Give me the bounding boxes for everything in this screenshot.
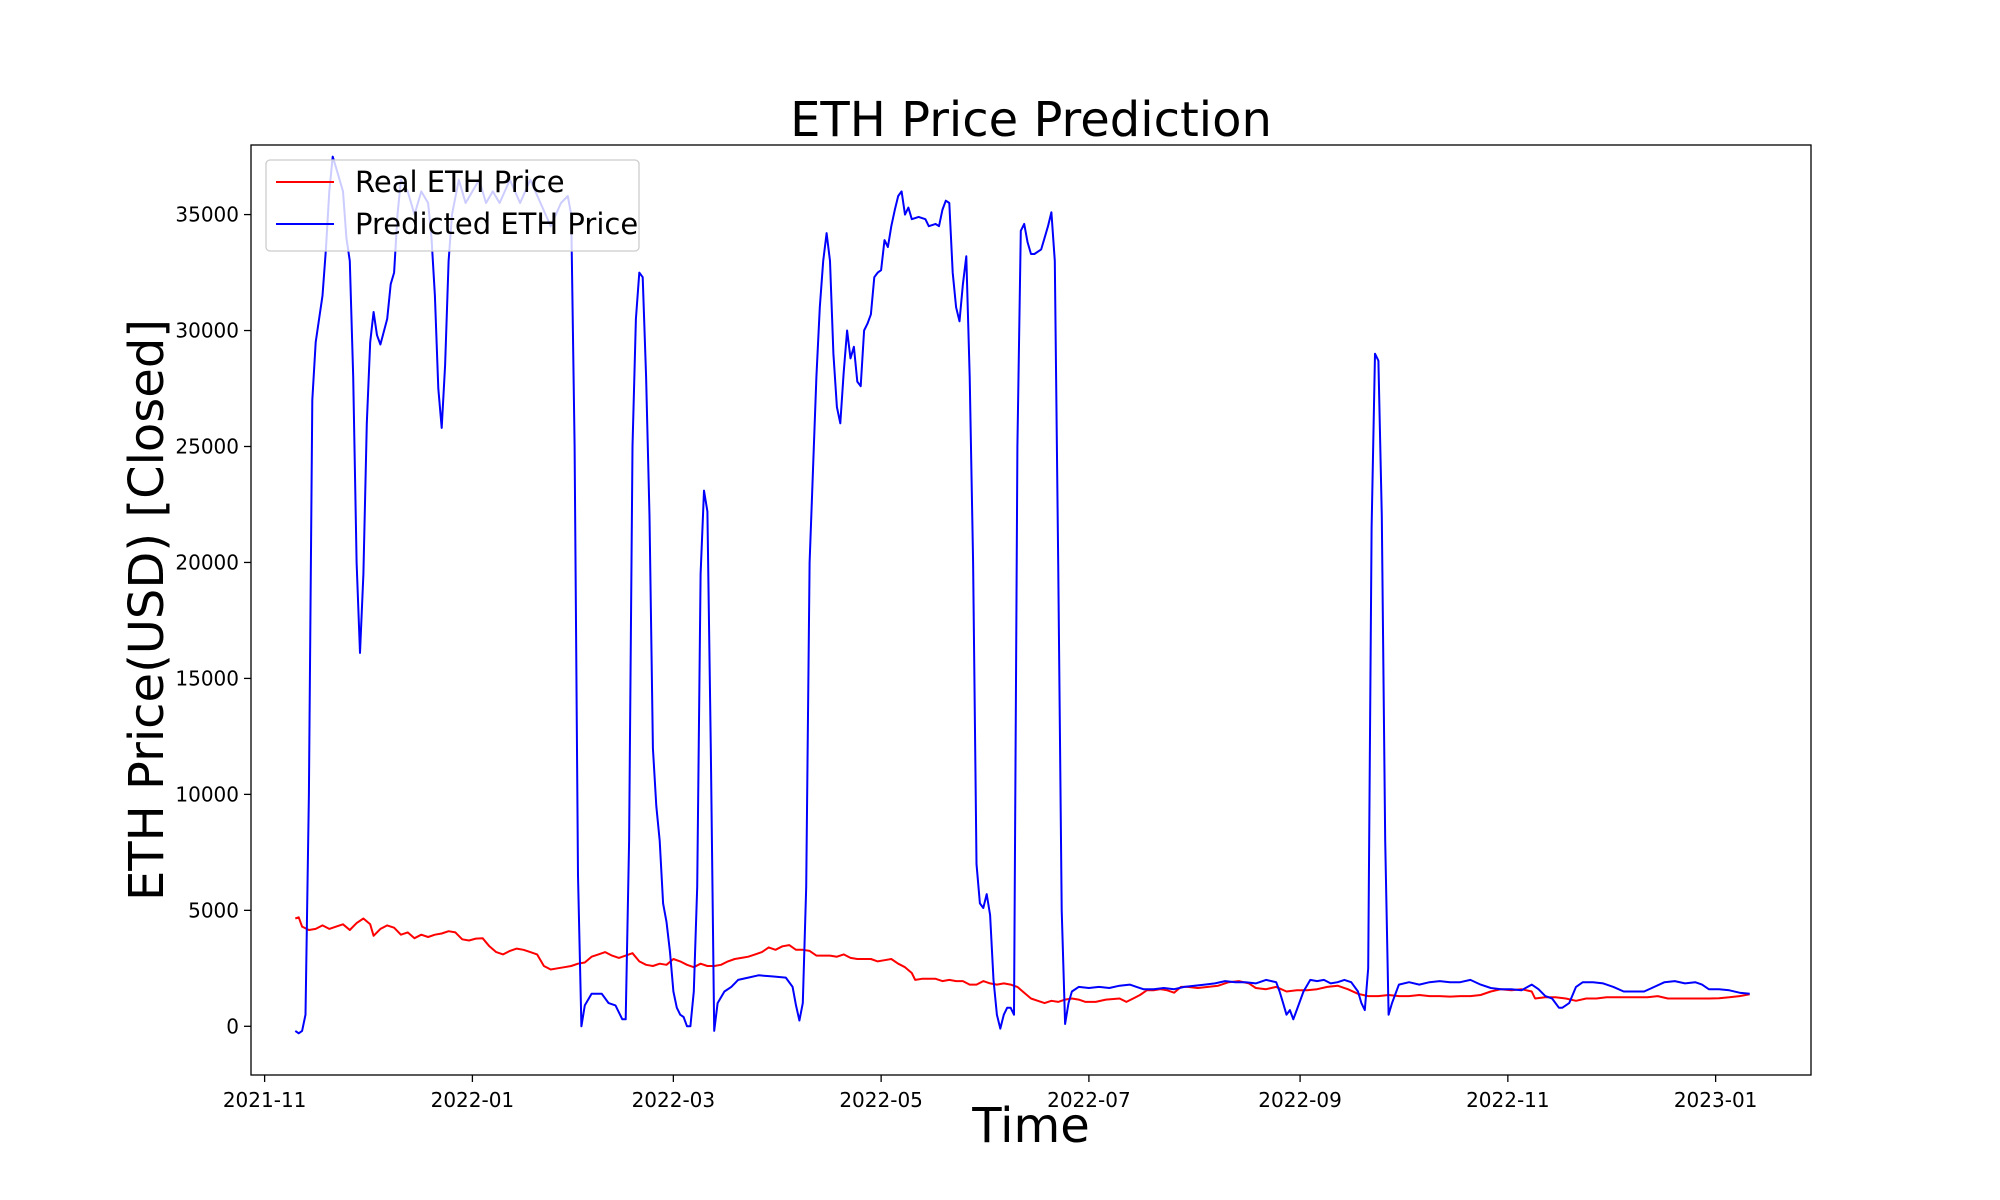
x-axis-label: Time [971, 1098, 1089, 1154]
y-tick-label: 15000 [175, 666, 239, 690]
legend: Real ETH Price Predicted ETH Price [265, 159, 640, 252]
series-line-real-eth-price [294, 916, 1750, 1005]
y-tick-label: 25000 [175, 434, 239, 458]
legend-label-real-eth-price: Real ETH Price [355, 165, 565, 199]
x-tick-label: 2021-11 [223, 1088, 307, 1112]
chart-title: ETH Price Prediction [790, 92, 1272, 148]
x-tick-label: 2022-07 [1047, 1088, 1131, 1112]
y-axis: 0 5000 10000 15000 20000 25000 30000 35000 [175, 203, 251, 1038]
x-axis: 2021-11 2022-01 2022-03 2022-05 2022-07 2022-… [223, 1075, 1758, 1112]
y-axis-label: ETH Price(USD) [Closed] [119, 319, 175, 901]
x-tick-label: 2023-01 [1674, 1088, 1758, 1112]
legend-box [265, 159, 640, 252]
x-tick-label: 2022-03 [632, 1088, 716, 1112]
legend-label-predicted-eth-price: Predicted ETH Price [355, 207, 638, 241]
y-tick-label: 20000 [175, 550, 239, 574]
plot-area-frame [250, 144, 1812, 1076]
x-tick-label: 2022-01 [431, 1088, 515, 1112]
y-tick-label: 10000 [175, 782, 239, 806]
x-tick-label: 2022-05 [839, 1088, 923, 1112]
y-tick-label: 0 [226, 1014, 239, 1038]
y-tick-label: 30000 [175, 319, 239, 343]
y-tick-label: 35000 [175, 203, 239, 227]
y-tick-label: 5000 [188, 898, 239, 922]
x-tick-label: 2022-09 [1258, 1088, 1342, 1112]
x-tick-label: 2022-11 [1466, 1088, 1550, 1112]
